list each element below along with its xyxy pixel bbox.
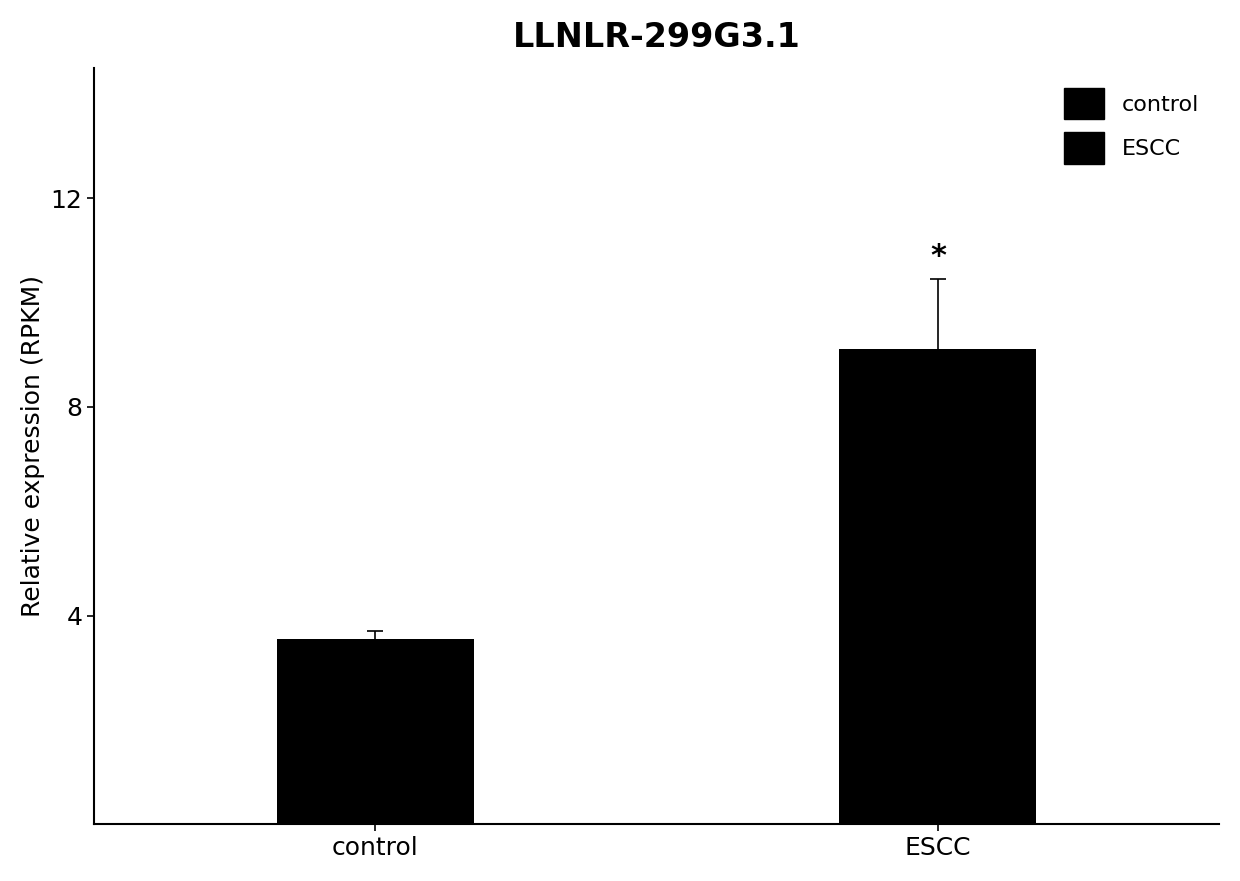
Y-axis label: Relative expression (RPKM): Relative expression (RPKM) <box>21 275 45 617</box>
Bar <box>277 639 474 825</box>
Title: LLNLR-299G3.1: LLNLR-299G3.1 <box>513 21 801 54</box>
Bar <box>839 350 1037 825</box>
Legend: control, ESCC: control, ESCC <box>1055 78 1208 173</box>
Text: *: * <box>930 242 946 271</box>
